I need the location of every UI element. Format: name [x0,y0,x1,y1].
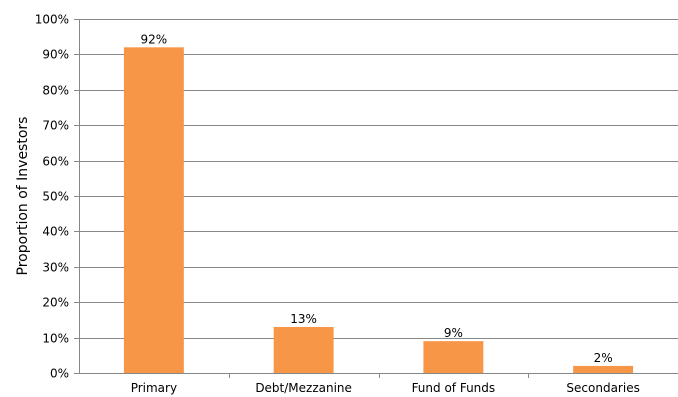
y-tick-label: 90% [42,48,69,62]
data-label: 9% [444,326,463,340]
bars [123,47,634,373]
data-label: 13% [290,312,317,326]
y-tick-label: 50% [42,190,69,204]
x-category-label: Secondaries [566,381,639,395]
x-category-label: Debt/Mezzanine [255,381,352,395]
y-tick-label: 60% [42,155,69,169]
y-tick-label: 10% [42,332,69,346]
data-label: 2% [594,351,613,365]
x-category-label: Primary [131,381,177,395]
y-tick-label: 100% [35,13,69,27]
y-tick-label: 70% [42,119,69,133]
y-axis-title: Proportion of Investors [15,117,31,276]
y-tick-label: 30% [42,261,69,275]
axes [74,19,678,378]
bar [573,365,634,373]
labels: 0% 10% 20% 30% 40% 50% 60% 70% 80% 90% 100% 92% Prim… [35,13,640,396]
y-tick-label: 80% [42,84,69,98]
y-tick-label: 20% [42,296,69,310]
bar [423,341,484,373]
y-tick-label: 40% [42,225,69,239]
bar [123,47,184,373]
data-label: 92% [141,32,168,46]
y-tick-label: 0% [50,367,69,381]
bar [273,326,334,373]
x-category-label: Fund of Funds [412,381,496,395]
